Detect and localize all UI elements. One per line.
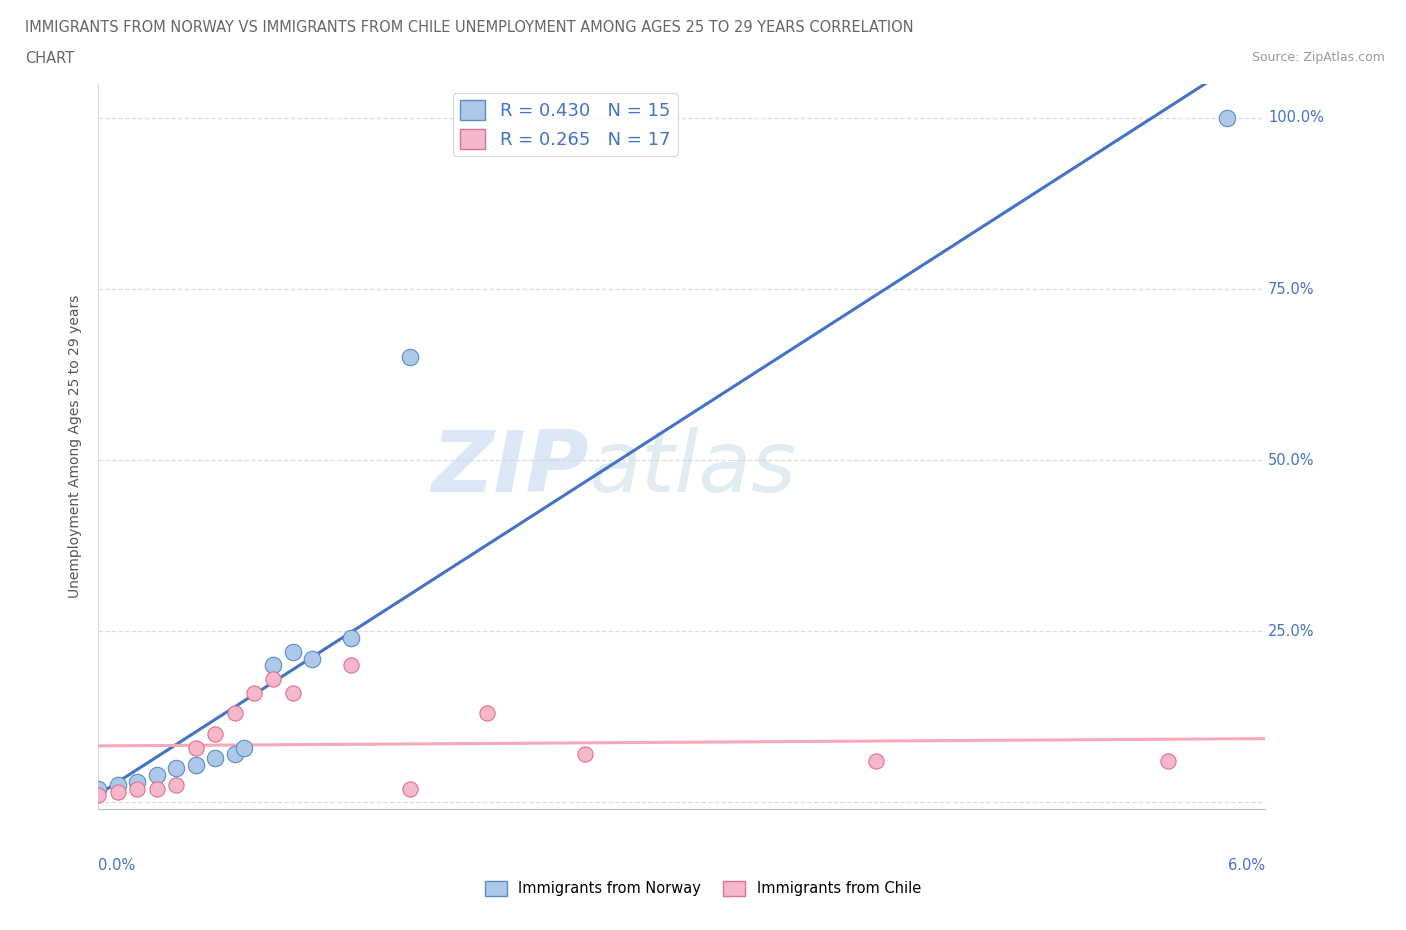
Point (301, 651, 323, 666)
Point (127, 781, 149, 796)
Text: 75.0%: 75.0% (1268, 282, 1315, 297)
Point (340, 658, 363, 672)
Legend: Immigrants from Norway, Immigrants from Chile: Immigrants from Norway, Immigrants from … (479, 875, 927, 902)
Point (87, 781, 110, 796)
Point (281, 685, 304, 700)
Point (262, 658, 284, 672)
Point (165, 761, 187, 776)
Text: 0.0%: 0.0% (98, 858, 135, 873)
Point (1215, 111, 1237, 126)
Point (865, 753, 887, 768)
Point (165, 777, 187, 792)
Text: CHART: CHART (25, 51, 75, 66)
Text: IMMIGRANTS FROM NORWAY VS IMMIGRANTS FROM CHILE UNEMPLOYMENT AMONG AGES 25 TO 29: IMMIGRANTS FROM NORWAY VS IMMIGRANTS FRO… (25, 20, 914, 35)
Point (204, 726, 226, 741)
Text: 25.0%: 25.0% (1268, 624, 1315, 639)
Point (243, 685, 266, 700)
Point (87, 788, 110, 803)
Point (224, 747, 246, 762)
Point (107, 777, 129, 792)
Legend: R = 0.430   N = 15, R = 0.265   N = 17: R = 0.430 N = 15, R = 0.265 N = 17 (453, 93, 678, 156)
Text: Source: ZipAtlas.com: Source: ZipAtlas.com (1251, 51, 1385, 64)
Point (184, 740, 207, 755)
Point (184, 757, 207, 772)
Point (574, 747, 596, 762)
Point (262, 671, 284, 686)
Point (107, 785, 129, 800)
Text: atlas: atlas (589, 427, 797, 510)
Text: ZIP: ZIP (430, 427, 589, 510)
Y-axis label: Unemployment Among Ages 25 to 29 years: Unemployment Among Ages 25 to 29 years (67, 295, 82, 598)
Point (281, 644, 304, 659)
Point (1157, 753, 1180, 768)
Text: 100.0%: 100.0% (1268, 111, 1324, 126)
Point (127, 775, 149, 790)
Point (398, 781, 420, 796)
Point (146, 781, 169, 796)
Point (233, 740, 256, 755)
Text: 50.0%: 50.0% (1268, 453, 1315, 468)
Point (340, 631, 363, 645)
Text: 6.0%: 6.0% (1229, 858, 1265, 873)
Point (146, 767, 169, 782)
Point (204, 751, 226, 765)
Point (224, 706, 246, 721)
Point (477, 706, 499, 721)
Point (398, 350, 420, 365)
